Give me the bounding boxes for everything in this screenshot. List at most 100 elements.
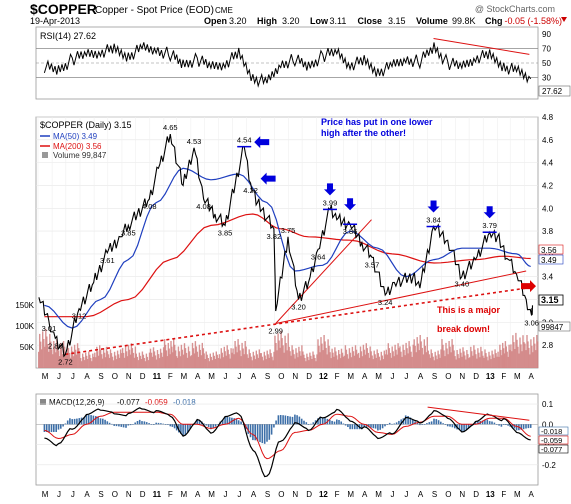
x-axis-label: N	[292, 372, 298, 381]
macd-histogram-bar	[167, 424, 169, 425]
volume-bar	[310, 355, 312, 368]
volume-bar	[287, 333, 289, 368]
volume-bar	[216, 354, 218, 368]
volume-bar	[164, 344, 167, 368]
price-last-tag: 3.15	[538, 294, 564, 306]
macd-histogram-bar	[303, 420, 305, 425]
macd-histogram-bar	[294, 414, 296, 425]
arrow-down-icon	[323, 183, 336, 196]
volume-bar	[270, 353, 272, 368]
volume-bar	[309, 352, 311, 368]
volume-bar	[195, 346, 198, 368]
macd-histogram-bar	[153, 424, 155, 425]
quote-volume-label: Volume	[416, 16, 448, 26]
volume-bar	[218, 354, 221, 368]
volume-bar	[253, 355, 255, 368]
volume-bar	[53, 341, 55, 368]
x-axis-label: M	[208, 490, 215, 499]
legend-volume: Volume 99,847	[53, 151, 107, 160]
volume-bar	[61, 354, 64, 368]
x-axis-label: J	[237, 372, 241, 381]
volume-bar	[325, 347, 327, 368]
price-tick-label: 4.0	[542, 204, 554, 213]
volume-bar	[405, 342, 407, 368]
macd-histogram-bar	[111, 423, 113, 425]
macd-histogram-bar	[451, 424, 454, 428]
macd-histogram-bar	[440, 421, 442, 425]
volume-bar	[452, 344, 454, 368]
volume-bar	[321, 343, 323, 368]
macd-histogram-bar	[393, 423, 396, 425]
macd-histogram-bar	[90, 415, 92, 425]
volume-bar	[521, 351, 523, 368]
ma200-line	[44, 213, 531, 318]
volume-bar	[377, 353, 379, 368]
macd-histogram-bar	[226, 416, 229, 425]
volume-bar	[502, 342, 504, 368]
volume-bar	[517, 346, 519, 368]
volume-bar	[92, 353, 94, 368]
volume-bar	[510, 344, 512, 368]
macd-histogram-bar	[527, 424, 530, 429]
volume-bar	[201, 342, 203, 368]
volume-bar	[240, 356, 242, 368]
volume-bar	[394, 344, 396, 368]
x-axis-label: 13	[486, 372, 495, 381]
x-axis-label: F	[501, 372, 506, 381]
macd-histogram-bar	[329, 419, 331, 425]
x-axis-label: J	[71, 490, 75, 499]
volume-bar	[526, 335, 528, 368]
volume-bar	[249, 353, 251, 368]
volume-bar	[423, 339, 425, 368]
volume-bar	[426, 337, 428, 368]
volume-bar	[439, 357, 441, 368]
volume-bar	[418, 350, 420, 368]
macd-histogram-bar	[273, 424, 275, 428]
volume-bar	[97, 351, 99, 368]
volume-bar	[514, 349, 516, 368]
volume-bar	[316, 354, 318, 368]
volume-bar	[238, 344, 240, 368]
volume-bar	[537, 341, 539, 368]
macd-trendline	[427, 406, 530, 421]
volume-bar	[435, 355, 437, 368]
volume-bar	[247, 357, 249, 368]
volume-bar	[336, 355, 338, 368]
macd-histogram-bar	[454, 424, 456, 429]
volume-bar	[131, 348, 134, 368]
volume-bar	[212, 352, 214, 368]
volume-bar	[384, 354, 386, 368]
volume-bar	[447, 354, 449, 368]
price-point-label: 3.75	[281, 226, 296, 235]
volume-bar	[207, 358, 209, 368]
volume-bar	[130, 343, 133, 368]
volume-bar	[409, 346, 411, 368]
volume-bar	[79, 352, 81, 368]
volume-bar	[516, 339, 518, 368]
volume-bar	[96, 346, 98, 368]
volume-bar	[260, 353, 262, 368]
volume-bar	[147, 360, 150, 368]
volume-bar	[172, 352, 174, 368]
volume-bar	[481, 351, 483, 368]
macd-histogram-bar	[511, 424, 514, 428]
macd-histogram-bar	[419, 424, 421, 426]
volume-bar	[203, 353, 205, 368]
breakdown-note-line-1: This is a major	[437, 305, 501, 315]
volume-bar	[57, 344, 59, 368]
macd-histogram-bar	[169, 424, 172, 427]
volume-bar	[198, 344, 201, 368]
macd-histogram-bar	[53, 424, 55, 432]
macd-last-tags: -0.018 -0.059 -0.077	[538, 426, 569, 454]
macd-histogram-bar	[333, 421, 336, 425]
volume-bar	[318, 345, 320, 368]
macd-histogram-bar	[127, 424, 130, 426]
macd-histogram-bar	[412, 419, 414, 425]
volume-bar	[291, 345, 293, 368]
volume-bar	[464, 355, 466, 368]
volume-bar	[171, 346, 173, 368]
macd-histogram-bar	[207, 424, 210, 427]
price-point-label: 4.08	[142, 202, 157, 211]
volume-bar	[527, 341, 529, 368]
price-point-label: 3.79	[482, 221, 497, 230]
